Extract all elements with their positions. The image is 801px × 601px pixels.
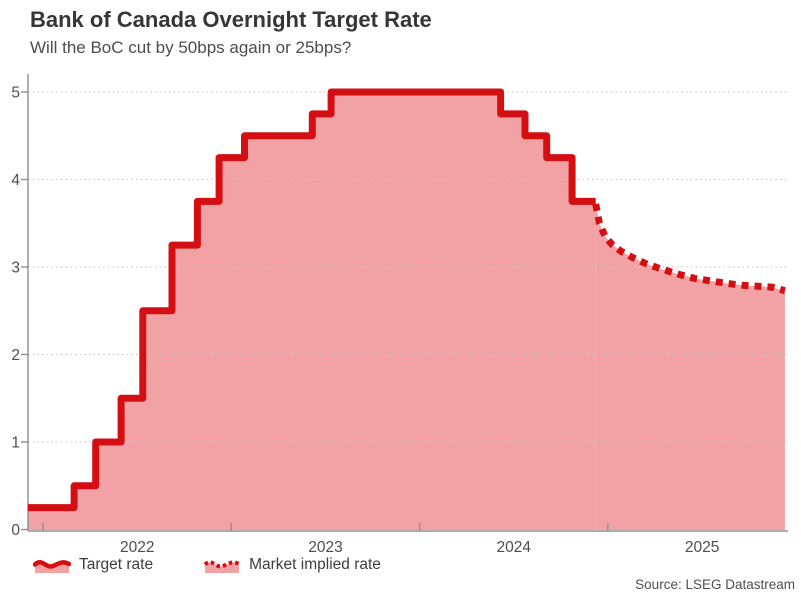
area-fills xyxy=(27,92,785,530)
y-tick-label: 3 xyxy=(11,260,20,277)
axes xyxy=(21,74,788,532)
market-implied-line xyxy=(592,203,786,294)
axis-labels: 0 1 2 3 4 5 2022 2023 2024 2025 xyxy=(11,85,719,557)
page-subtitle: Will the BoC cut by 50bps again or 25bps… xyxy=(30,38,352,57)
y-tick-label: 2 xyxy=(11,347,20,364)
x-tick-label: 2023 xyxy=(308,539,342,556)
target-rate-line xyxy=(27,88,596,512)
page-title: Bank of Canada Overnight Target Rate xyxy=(30,7,432,32)
market-implied-area xyxy=(595,204,785,530)
source-credit: Source: LSEG Datastream xyxy=(635,577,795,592)
x-tick-label: 2025 xyxy=(685,539,719,556)
y-tick-label: 5 xyxy=(11,85,20,102)
legend-item-target-rate: Target rate xyxy=(33,556,153,574)
x-tick-label: 2024 xyxy=(497,539,532,556)
x-tick-label: 2022 xyxy=(120,539,154,556)
legend-label-target-rate: Target rate xyxy=(79,556,154,573)
target-rate-swatch-icon xyxy=(33,560,71,573)
chart-legend: Target rate Market implied rate xyxy=(33,556,381,574)
y-tick-label: 0 xyxy=(11,522,20,539)
y-tick-label: 1 xyxy=(11,435,20,452)
market-implied-swatch-icon xyxy=(203,560,241,573)
series-lines xyxy=(27,88,786,512)
target-rate-area xyxy=(27,92,596,530)
legend-item-market-implied: Market implied rate xyxy=(203,556,381,574)
y-tick-label: 4 xyxy=(11,172,20,189)
legend-label-market-implied: Market implied rate xyxy=(249,556,381,573)
